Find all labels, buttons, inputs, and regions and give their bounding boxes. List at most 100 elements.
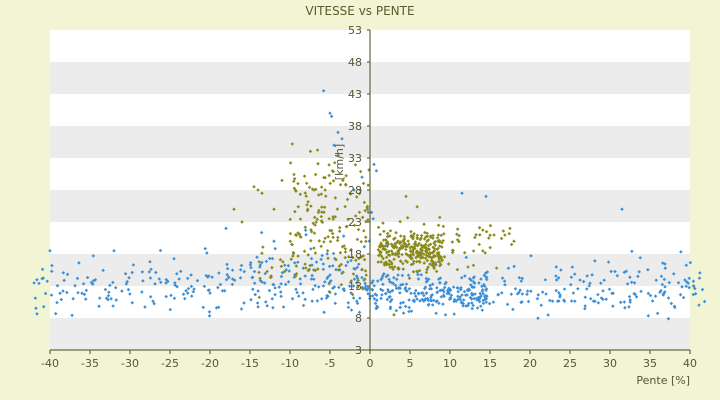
data-point [479, 277, 483, 281]
data-point [461, 304, 465, 308]
data-point [441, 238, 445, 243]
data-point [292, 176, 297, 181]
data-point [272, 207, 276, 212]
x-tick-label: -40 [41, 357, 59, 370]
data-point [216, 305, 221, 310]
data-point [325, 248, 330, 253]
data-point [412, 291, 417, 296]
data-point [265, 304, 269, 308]
data-point [599, 296, 604, 300]
data-point [382, 271, 386, 276]
y-tick-label: 23 [348, 216, 362, 229]
data-point [306, 199, 310, 204]
data-point [128, 292, 132, 296]
data-point [270, 256, 275, 261]
data-point [239, 263, 244, 268]
data-point [230, 268, 235, 272]
data-point [698, 271, 702, 275]
data-point [288, 161, 293, 165]
data-point [437, 215, 442, 220]
data-point [364, 273, 369, 277]
data-point [396, 273, 400, 277]
x-tick-label: 25 [563, 357, 577, 370]
data-point [433, 243, 438, 248]
data-point [55, 283, 60, 288]
data-point [419, 233, 424, 238]
data-point [312, 215, 317, 220]
data-point [474, 232, 478, 237]
data-point [481, 292, 485, 296]
data-point [355, 265, 360, 270]
data-point [59, 297, 64, 302]
data-point [356, 262, 361, 267]
data-point [173, 283, 177, 287]
data-point [483, 284, 487, 289]
data-point [396, 239, 400, 243]
data-point [687, 276, 692, 281]
data-point [328, 181, 333, 186]
data-point [684, 280, 689, 284]
data-point [394, 286, 399, 291]
data-point [342, 244, 346, 248]
data-point [485, 270, 490, 274]
data-point [425, 267, 429, 272]
data-point [158, 280, 163, 285]
data-point [360, 215, 365, 220]
data-point [403, 304, 408, 309]
data-point [296, 294, 301, 298]
data-point [383, 247, 388, 252]
data-point [408, 249, 413, 254]
data-point [407, 298, 411, 302]
data-point [536, 316, 540, 321]
data-point [357, 191, 362, 196]
data-point [442, 285, 447, 290]
data-point [323, 194, 328, 198]
data-point [484, 300, 489, 305]
data-point [45, 279, 50, 284]
data-point [363, 269, 368, 273]
data-point [397, 247, 402, 252]
data-point [296, 260, 300, 265]
data-point [296, 254, 300, 258]
data-point [602, 278, 606, 283]
data-point [435, 299, 439, 303]
data-point [632, 291, 636, 296]
data-point [311, 287, 315, 292]
data-point [628, 300, 633, 304]
data-point [459, 275, 464, 280]
data-point [326, 275, 330, 279]
data-point [459, 285, 463, 290]
data-point [554, 274, 558, 278]
data-point [460, 191, 464, 196]
data-point [340, 136, 344, 141]
data-point [255, 301, 260, 305]
data-point [356, 284, 360, 288]
data-point [313, 283, 317, 288]
data-point [312, 231, 317, 235]
data-point [326, 256, 330, 261]
data-point [328, 111, 332, 116]
data-point [454, 299, 459, 303]
data-point [659, 274, 664, 279]
data-point [130, 300, 135, 305]
data-point [91, 282, 95, 286]
data-point [319, 210, 324, 214]
data-point [317, 208, 321, 213]
data-point [333, 196, 338, 200]
data-point [676, 280, 681, 285]
data-point [344, 263, 348, 268]
data-point [637, 270, 642, 274]
data-point [361, 287, 365, 291]
data-point [458, 287, 463, 292]
data-point [375, 304, 379, 309]
data-point [379, 254, 384, 259]
data-point [546, 313, 550, 317]
data-point [140, 270, 145, 274]
data-point [316, 210, 321, 215]
data-point [298, 192, 303, 197]
data-point [477, 225, 482, 230]
data-point [451, 285, 456, 289]
data-point [343, 255, 348, 260]
data-point [451, 248, 455, 253]
y-tick-label: 8 [355, 312, 362, 325]
